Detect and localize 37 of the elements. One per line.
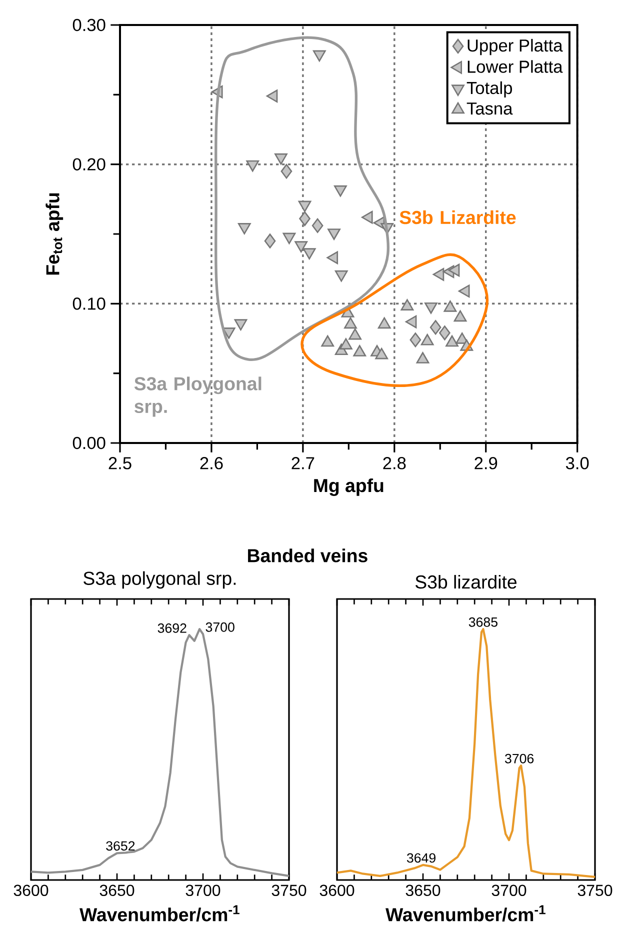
x-tick-label: 3700: [492, 884, 526, 896]
x-tick-label: 3650: [100, 884, 134, 896]
x-tick-label: 2.9: [474, 457, 497, 470]
x-axis-title: Wavenumber/cm$^{-1}$: [79, 905, 240, 922]
x-tick-label: 3650: [406, 884, 440, 896]
y-axis-title: Fe$_{tot}$ apfu: [46, 193, 63, 275]
y-tick-label: 0.20: [72, 158, 106, 170]
x-tick-label: 2.6: [200, 457, 223, 470]
x-tick-label: 3600: [14, 884, 48, 896]
x-tick-label: 3600: [320, 884, 354, 896]
x-axis-title: Wavenumber/cm$^{-1}$: [385, 905, 546, 922]
x-tick-label: 3700: [186, 884, 220, 896]
annotation: 3692: [158, 623, 186, 633]
legend-label: Tasna: [466, 102, 513, 115]
legend-label: Totalp: [466, 81, 512, 98]
x-axis-title: Mg apfu: [314, 478, 384, 496]
y-tick-label: 0.30: [72, 18, 106, 32]
chart-subtitle: S3a polygonal srp.: [83, 571, 236, 589]
annotation: 3649: [406, 853, 436, 863]
annotation: 3652: [106, 841, 134, 851]
y-tick-label: 0.10: [72, 298, 106, 310]
x-tick-label: 2.5: [108, 457, 132, 470]
chart-subtitle: S3b lizardite: [415, 574, 516, 589]
x-tick-label: 3750: [272, 884, 306, 896]
x-tick-label: 2.8: [383, 457, 406, 470]
x-tick-label: 2.7: [292, 457, 314, 470]
legend-label: Upper Platta: [468, 38, 563, 56]
annotation: 3700: [206, 622, 234, 632]
annotation: 3685: [468, 617, 498, 627]
y-tick-label: 0.00: [72, 436, 106, 450]
annotation: 3706: [504, 754, 534, 764]
annotation: S3b Lizardite: [400, 210, 516, 224]
chart-title: Banded veins: [248, 548, 368, 562]
annotation: S3a Ploygonal srp.: [134, 376, 262, 417]
x-tick-label: 3750: [578, 884, 612, 896]
x-tick-label: 3.0: [566, 457, 589, 470]
legend-label: Lower Platta: [468, 60, 563, 73]
